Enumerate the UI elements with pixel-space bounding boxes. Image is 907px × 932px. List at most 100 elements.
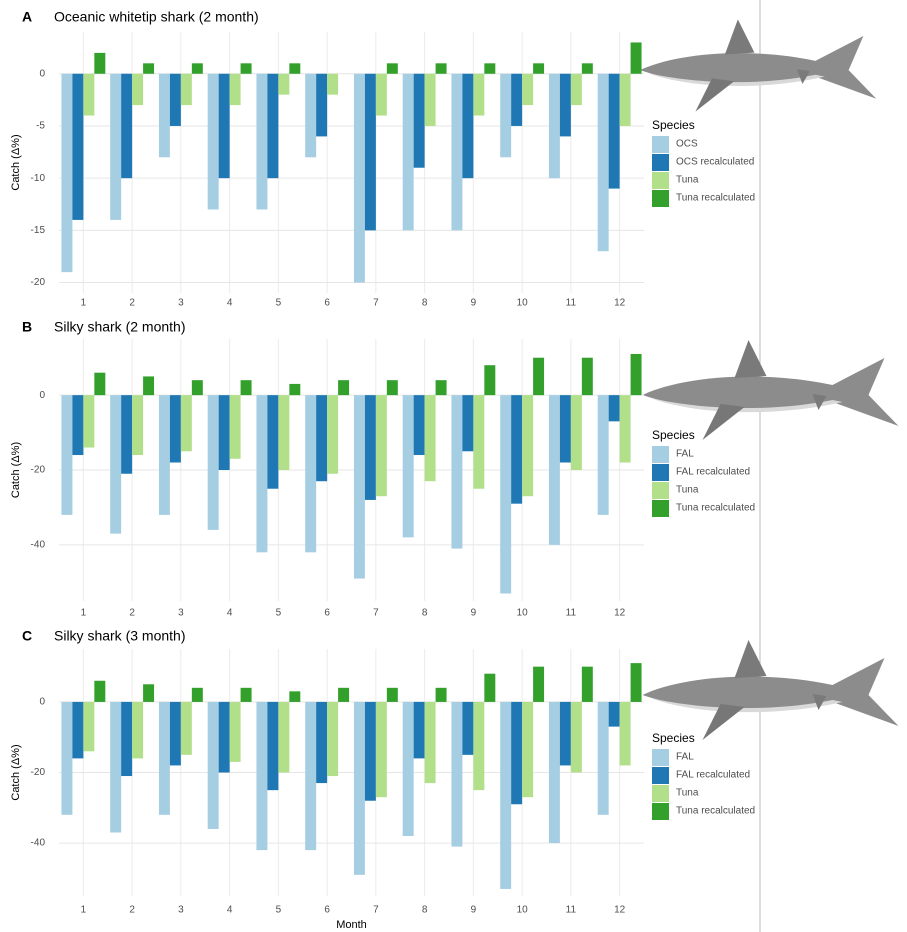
y-tick-label: 0 (39, 390, 45, 401)
bar (305, 395, 317, 553)
chart-title: Oceanic whitetip shark (2 month) (54, 9, 259, 25)
bar (110, 395, 122, 534)
legend-swatch (652, 190, 669, 207)
bar (559, 395, 571, 463)
bar (327, 395, 339, 474)
chart-title: Silky shark (2 month) (54, 319, 185, 335)
bar (511, 73, 523, 126)
bar (83, 701, 95, 752)
bar (191, 63, 203, 74)
bar (402, 73, 414, 231)
bar (338, 687, 350, 702)
bar (305, 73, 317, 158)
bar (180, 395, 192, 452)
y-tick-label: -40 (31, 539, 46, 550)
bar (229, 701, 241, 762)
x-tick-label: 10 (517, 608, 529, 619)
x-tick-label: 4 (227, 608, 233, 619)
bar (289, 691, 301, 702)
bar (533, 63, 545, 74)
bar (180, 701, 192, 755)
bar (338, 380, 350, 396)
x-tick-label: 6 (324, 905, 330, 916)
bar (451, 73, 463, 231)
x-tick-label: 8 (422, 905, 428, 916)
bar (597, 395, 609, 515)
x-tick-label: 12 (614, 608, 626, 619)
bar (451, 701, 463, 847)
legend-swatch (652, 172, 669, 189)
legend-swatch (652, 154, 669, 171)
x-tick-label: 9 (471, 298, 477, 309)
bar (327, 73, 339, 95)
x-tick-label: 4 (227, 905, 233, 916)
bar (548, 701, 560, 844)
legend-label: FAL (676, 752, 694, 763)
x-tick-label: 6 (324, 298, 330, 309)
bar (316, 395, 328, 482)
bar (218, 73, 230, 179)
bar (61, 73, 73, 273)
x-tick-label: 8 (422, 608, 428, 619)
x-tick-label: 5 (276, 298, 282, 309)
legend-swatch (652, 749, 669, 766)
x-tick-label: 12 (614, 905, 626, 916)
bar (608, 73, 620, 189)
legend-label: Tuna (676, 175, 699, 186)
y-tick-label: 0 (39, 68, 45, 79)
legend-label: FAL recalculated (676, 467, 750, 478)
bar (72, 73, 84, 220)
bar (132, 395, 144, 456)
x-tick-label: 11 (566, 608, 577, 619)
x-tick-label: 1 (81, 905, 87, 916)
bar (229, 395, 241, 459)
bar (451, 395, 463, 549)
bar (364, 701, 376, 801)
bar (94, 680, 106, 702)
legend-title: Species (652, 118, 695, 132)
panel-label: B (22, 319, 32, 335)
bar (435, 63, 447, 74)
x-tick-label: 3 (178, 905, 184, 916)
bar (94, 52, 106, 74)
bar (386, 380, 398, 396)
bar (548, 73, 560, 179)
bar (180, 73, 192, 106)
bar (256, 73, 268, 210)
x-tick-label: 11 (566, 298, 577, 309)
bar (169, 73, 181, 126)
legend-label: OCS (676, 139, 698, 150)
bar (289, 63, 301, 74)
bar (413, 701, 425, 759)
bar (267, 395, 279, 489)
chart-title: Silky shark (3 month) (54, 628, 185, 644)
y-tick-label: -20 (31, 767, 46, 778)
bar (316, 73, 328, 137)
bar (83, 73, 95, 116)
legend-label: Tuna (676, 485, 699, 496)
legend-title: Species (652, 428, 695, 442)
bar (386, 687, 398, 702)
x-tick-label: 1 (81, 298, 87, 309)
y-tick-label: 0 (39, 697, 45, 708)
bar (424, 395, 436, 482)
x-tick-label: 11 (566, 905, 577, 916)
bar (570, 73, 582, 106)
bar (511, 395, 523, 504)
bar (229, 73, 241, 106)
bar (169, 395, 181, 463)
bar (630, 42, 642, 74)
bar (435, 687, 447, 702)
bar (143, 376, 155, 396)
bar (207, 701, 219, 829)
bar (375, 701, 387, 798)
x-axis-label: Month (336, 919, 367, 931)
legend-label: FAL recalculated (676, 770, 750, 781)
bar (240, 63, 252, 74)
legend-swatch (652, 500, 669, 517)
bar (500, 395, 512, 594)
bar (581, 63, 593, 74)
bar (559, 701, 571, 766)
legend-label: Tuna recalculated (676, 193, 755, 204)
y-tick-label: -5 (36, 121, 45, 132)
